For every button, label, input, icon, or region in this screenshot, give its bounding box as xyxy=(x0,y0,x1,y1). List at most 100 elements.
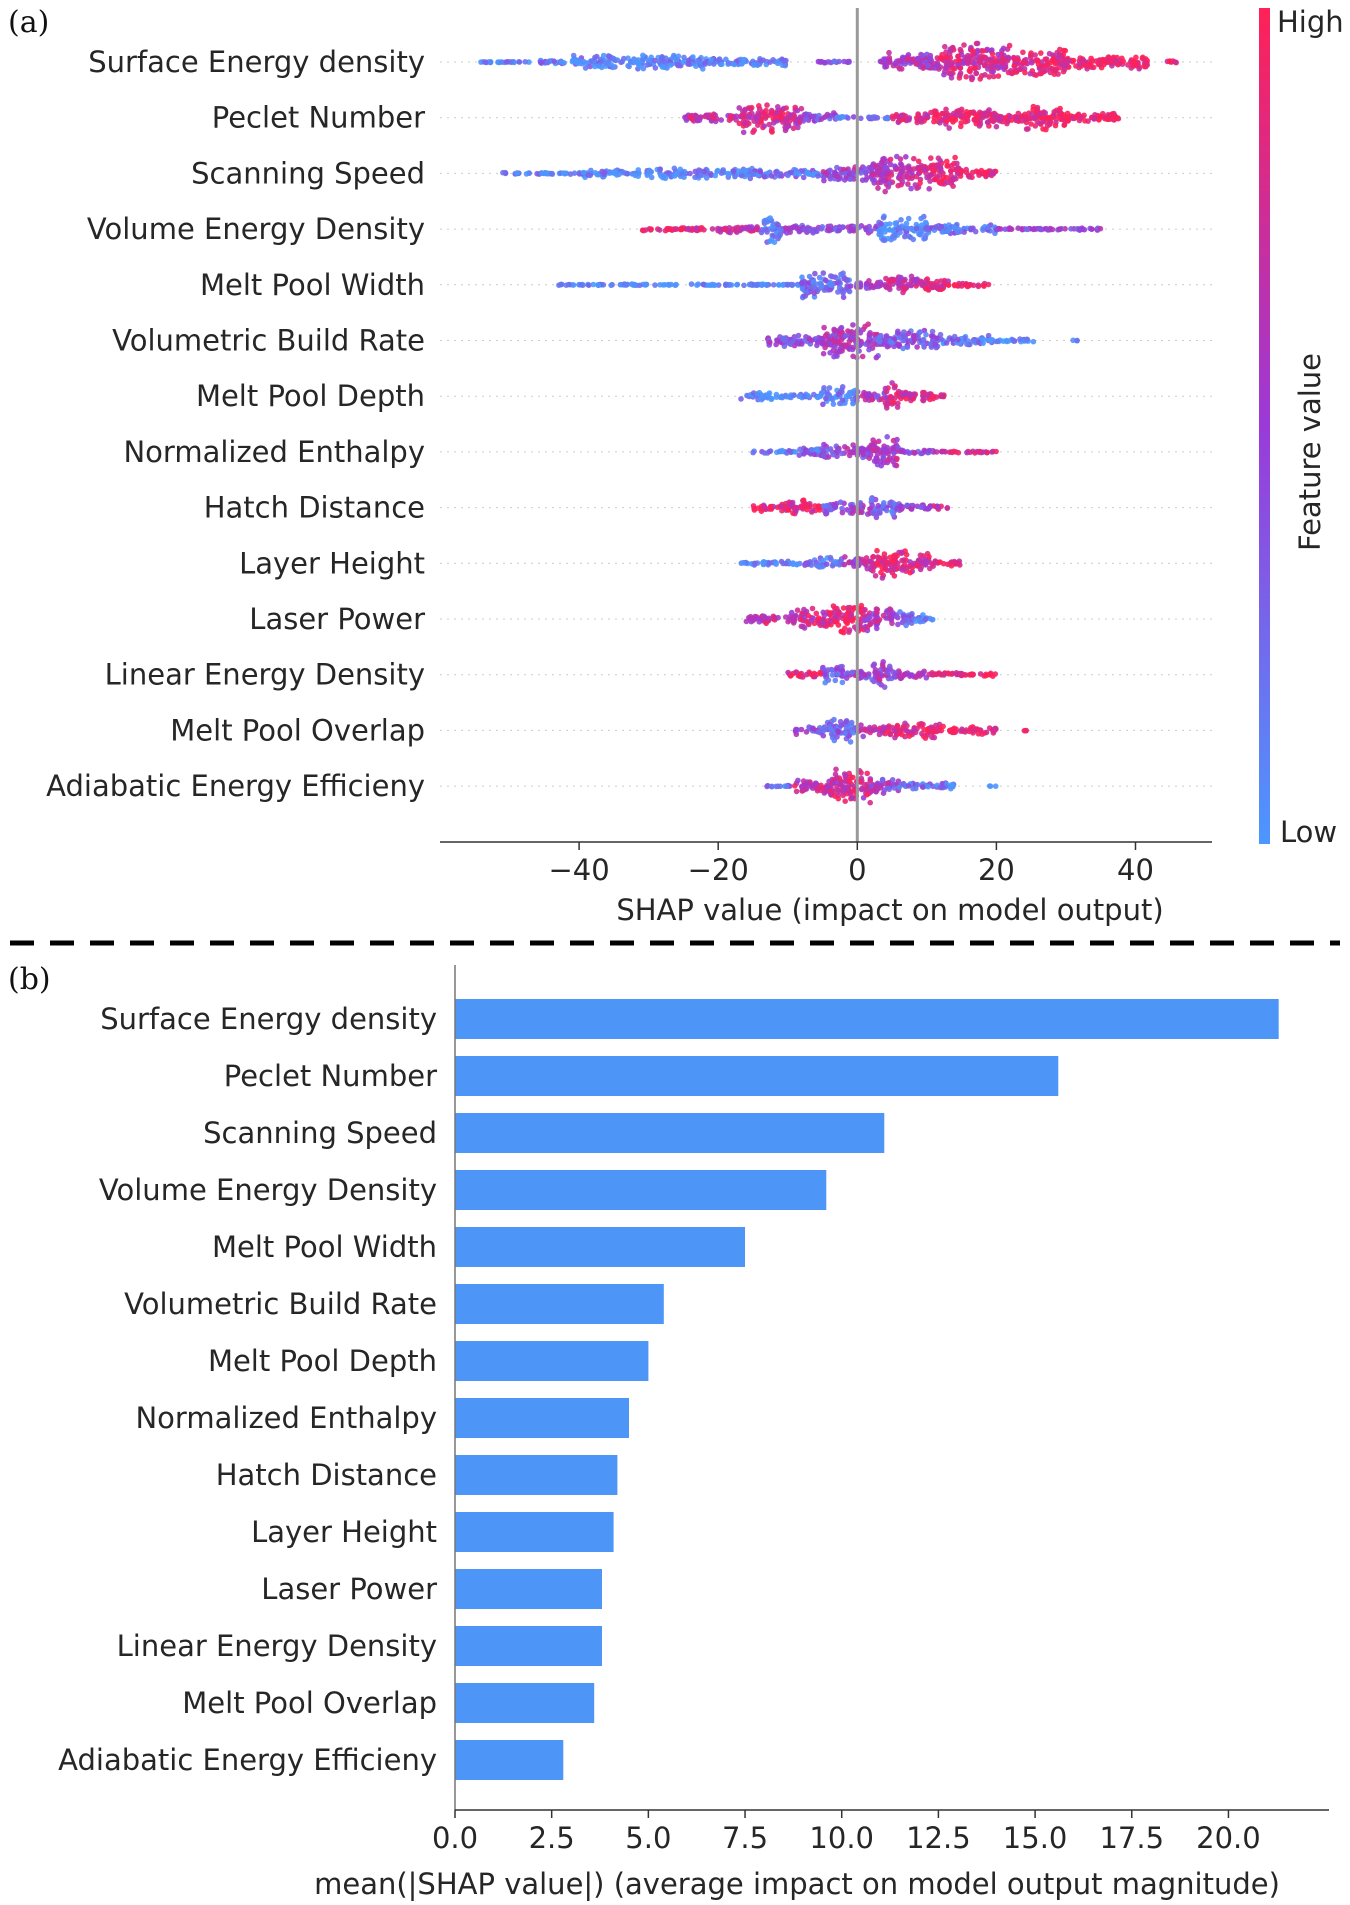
beeswarm-point xyxy=(883,507,890,514)
beeswarm-point xyxy=(958,168,965,174)
beeswarm-point xyxy=(826,226,832,232)
beeswarm-point xyxy=(955,112,962,118)
beeswarm-point xyxy=(809,337,815,344)
beeswarm-point xyxy=(815,729,822,735)
beeswarm-point xyxy=(752,560,758,567)
beeswarm-point xyxy=(837,400,843,407)
beeswarm-point xyxy=(879,575,886,581)
beeswarm-point xyxy=(902,285,908,292)
beeswarm-point xyxy=(810,113,817,120)
beeswarm-point xyxy=(908,277,915,284)
beeswarm-point xyxy=(1088,55,1094,62)
beeswarm-point xyxy=(807,227,814,234)
beeswarm-point xyxy=(710,114,716,121)
beeswarm-point xyxy=(927,172,934,178)
beeswarm-point xyxy=(919,730,925,737)
beeswarm-point xyxy=(817,58,823,65)
beeswarm-point xyxy=(874,446,881,452)
beeswarm-point xyxy=(994,338,1001,345)
beeswarm-point xyxy=(923,59,929,65)
beeswarm-point xyxy=(703,175,710,181)
beeswarm-point xyxy=(891,785,898,791)
beeswarm-point xyxy=(992,783,999,789)
beeswarm-point xyxy=(716,57,722,63)
beeswarm-point xyxy=(788,609,795,616)
beeswarm-point xyxy=(981,730,988,736)
colorbar-title: Feature value xyxy=(1293,353,1327,551)
beeswarm-point xyxy=(608,62,615,68)
beeswarm-point xyxy=(1002,226,1009,232)
beeswarm-point xyxy=(660,282,666,288)
beeswarm-point xyxy=(954,160,960,167)
beeswarm-point xyxy=(869,176,876,183)
beeswarm-point xyxy=(785,393,791,400)
beeswarm-point xyxy=(1000,55,1006,62)
beeswarm-point xyxy=(986,74,992,80)
beeswarm-point xyxy=(1084,66,1090,72)
beeswarm-point xyxy=(575,60,582,67)
beeswarm-point xyxy=(903,622,909,629)
beeswarm-point xyxy=(884,434,890,440)
beeswarm-point xyxy=(879,158,886,165)
beeswarm-point xyxy=(911,450,918,456)
beeswarm-point xyxy=(585,172,592,178)
beeswarm-point xyxy=(961,42,967,48)
beeswarm-point xyxy=(766,448,773,455)
beeswarm-point xyxy=(842,614,849,621)
beeswarm-point xyxy=(874,614,880,620)
beeswarm-point xyxy=(1051,109,1057,115)
beeswarm-point xyxy=(943,340,950,346)
beeswarm-point xyxy=(950,119,956,125)
beeswarm-point xyxy=(942,68,948,75)
beeswarm-point xyxy=(1043,126,1049,133)
beeswarm-point xyxy=(988,336,994,343)
bar xyxy=(455,1683,595,1723)
beeswarm-point xyxy=(821,441,827,448)
beeswarm-point xyxy=(1114,115,1121,121)
beeswarm-point xyxy=(711,61,717,67)
beeswarm-point xyxy=(730,168,737,174)
beeswarm-point xyxy=(903,220,910,227)
beeswarm-point xyxy=(1030,338,1037,345)
beeswarm-point xyxy=(625,62,631,69)
beeswarm-point xyxy=(895,328,901,335)
beeswarm-point xyxy=(750,171,757,177)
beeswarm-point xyxy=(636,63,643,70)
beeswarm-point xyxy=(937,784,944,791)
beeswarm-point xyxy=(708,172,714,178)
beeswarm-point xyxy=(757,57,763,64)
beeswarm-point xyxy=(647,227,654,233)
beeswarm-point xyxy=(1052,122,1059,129)
beeswarm-point xyxy=(841,177,848,183)
beeswarm-point xyxy=(1172,59,1178,65)
beeswarm-point xyxy=(773,391,780,398)
beeswarm-point xyxy=(836,279,842,285)
bar xyxy=(455,1740,564,1780)
beeswarm-point xyxy=(896,342,902,348)
beeswarm-point xyxy=(850,400,856,407)
beeswarm-point xyxy=(840,290,846,296)
beeswarm-point xyxy=(908,185,914,192)
beeswarm-points xyxy=(478,40,1179,806)
beeswarm-point xyxy=(904,225,911,231)
bar xyxy=(455,999,1279,1039)
beeswarm-point xyxy=(1070,57,1077,64)
beeswarm-point xyxy=(674,170,680,177)
beeswarm-point xyxy=(1129,59,1136,66)
beeswarm-point xyxy=(795,332,802,339)
beeswarm-point xyxy=(785,669,791,676)
beeswarm-point xyxy=(541,170,547,177)
beeswarm-point xyxy=(805,612,811,619)
beeswarm-point xyxy=(945,282,952,289)
beeswarm-point xyxy=(592,54,598,61)
beeswarm-point xyxy=(662,227,669,234)
beeswarm-point xyxy=(944,158,950,165)
beeswarm-point xyxy=(988,60,994,67)
beeswarm-point xyxy=(948,48,954,54)
beeswarm-point xyxy=(763,227,769,233)
beeswarm-point xyxy=(870,442,876,448)
beeswarm-point xyxy=(983,55,989,61)
beeswarm-point xyxy=(1004,120,1010,127)
beeswarm-row xyxy=(556,270,992,301)
beeswarm-point xyxy=(839,509,846,516)
